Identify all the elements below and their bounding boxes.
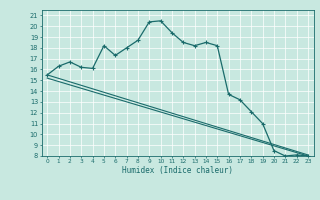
- X-axis label: Humidex (Indice chaleur): Humidex (Indice chaleur): [122, 166, 233, 175]
